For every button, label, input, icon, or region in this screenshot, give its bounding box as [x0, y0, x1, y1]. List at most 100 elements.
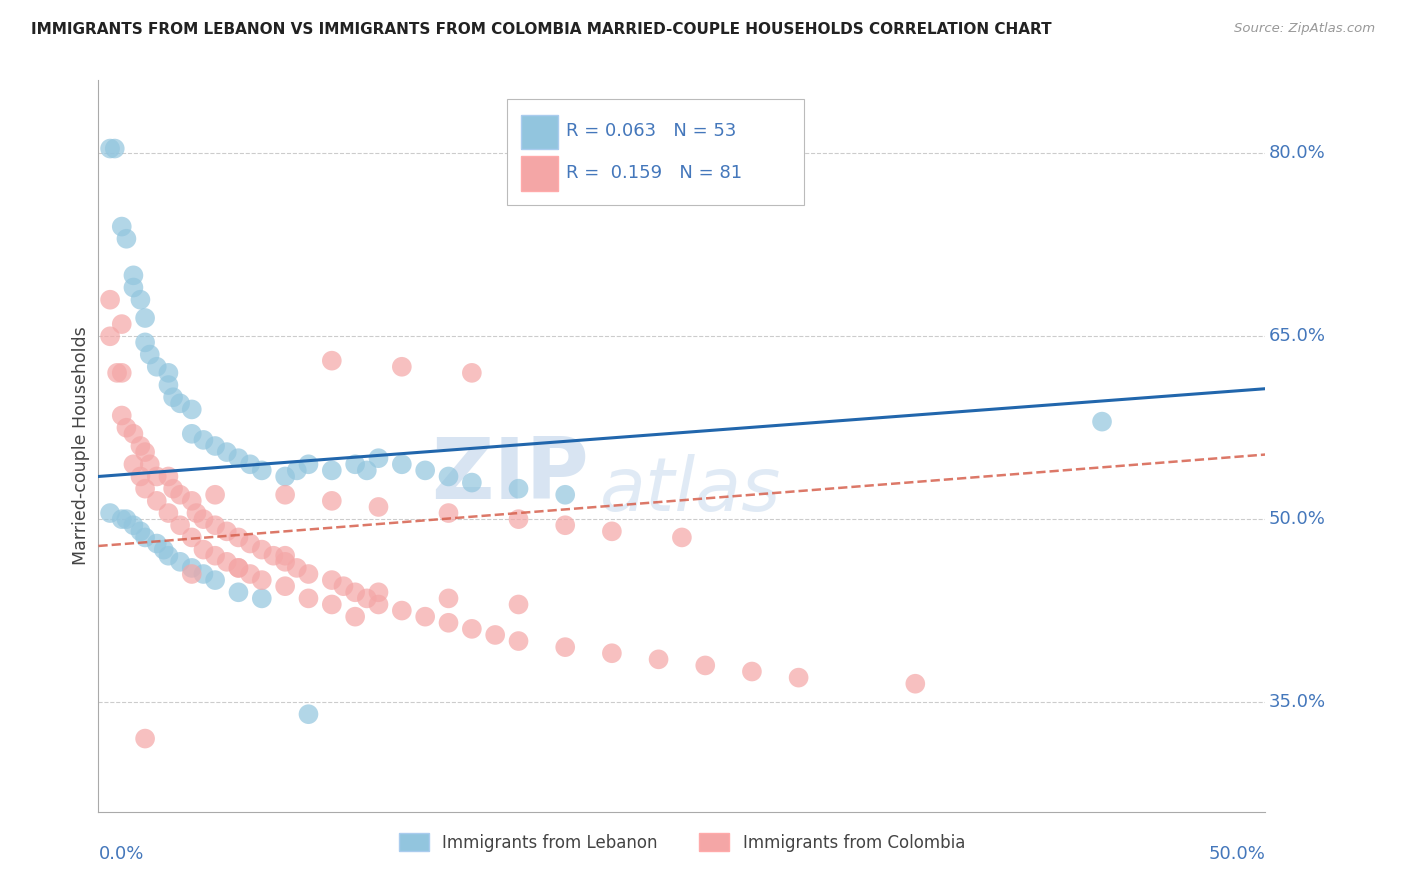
Point — [321, 353, 343, 368]
Point — [111, 409, 134, 423]
Point — [344, 585, 367, 599]
Point — [111, 366, 134, 380]
Point — [122, 518, 145, 533]
Point — [904, 676, 927, 690]
Point — [274, 555, 297, 569]
Point — [461, 622, 484, 636]
Point — [461, 366, 484, 380]
Point — [204, 573, 226, 587]
Legend: Immigrants from Lebanon, Immigrants from Colombia: Immigrants from Lebanon, Immigrants from… — [392, 826, 972, 858]
Point — [461, 475, 484, 490]
Text: 35.0%: 35.0% — [1268, 693, 1326, 711]
Point — [157, 366, 180, 380]
Point — [671, 530, 693, 544]
Point — [367, 451, 389, 466]
Point — [297, 567, 319, 582]
Text: 50.0%: 50.0% — [1209, 845, 1265, 863]
Text: atlas: atlas — [600, 454, 782, 526]
Point — [98, 142, 121, 156]
Point — [180, 402, 202, 417]
Point — [193, 512, 215, 526]
Point — [129, 293, 152, 307]
Point — [157, 549, 180, 563]
Point — [297, 707, 319, 722]
Point — [741, 665, 763, 679]
Text: R = 0.063   N = 53: R = 0.063 N = 53 — [567, 122, 737, 140]
Point — [115, 232, 138, 246]
Point — [134, 310, 156, 325]
Point — [437, 506, 460, 520]
Point — [554, 640, 576, 655]
Point — [321, 493, 343, 508]
Point — [356, 463, 378, 477]
Point — [215, 445, 238, 459]
Point — [600, 524, 623, 539]
Point — [162, 482, 184, 496]
Point — [787, 671, 810, 685]
Point — [391, 457, 413, 471]
Point — [413, 463, 436, 477]
Point — [239, 536, 262, 550]
Point — [297, 457, 319, 471]
Point — [367, 585, 389, 599]
Text: 50.0%: 50.0% — [1268, 510, 1326, 528]
Point — [647, 652, 669, 666]
Point — [508, 512, 530, 526]
Point — [321, 573, 343, 587]
Point — [484, 628, 506, 642]
Point — [111, 317, 134, 331]
Point — [228, 451, 250, 466]
Point — [162, 390, 184, 404]
Point — [98, 506, 121, 520]
Point — [139, 347, 162, 362]
Point — [105, 366, 128, 380]
Point — [274, 549, 297, 563]
Point — [413, 609, 436, 624]
Point — [204, 488, 226, 502]
Point — [695, 658, 717, 673]
Point — [274, 488, 297, 502]
Point — [367, 500, 389, 514]
FancyBboxPatch shape — [520, 156, 558, 191]
Point — [180, 561, 202, 575]
Point — [146, 536, 169, 550]
Point — [157, 506, 180, 520]
Text: Source: ZipAtlas.com: Source: ZipAtlas.com — [1234, 22, 1375, 36]
Point — [215, 555, 238, 569]
Point — [437, 591, 460, 606]
Point — [122, 268, 145, 283]
Point — [152, 542, 174, 557]
Point — [250, 573, 273, 587]
Point — [193, 567, 215, 582]
Point — [204, 549, 226, 563]
Point — [274, 469, 297, 483]
Point — [180, 530, 202, 544]
Point — [285, 561, 308, 575]
Point — [600, 646, 623, 660]
Point — [554, 518, 576, 533]
Point — [508, 634, 530, 648]
Point — [1091, 415, 1114, 429]
Point — [297, 591, 319, 606]
Text: ZIP: ZIP — [430, 434, 589, 516]
Point — [228, 561, 250, 575]
Point — [321, 463, 343, 477]
Point — [437, 469, 460, 483]
Point — [239, 457, 262, 471]
Point — [193, 542, 215, 557]
Point — [146, 359, 169, 374]
Point — [215, 524, 238, 539]
Point — [239, 567, 262, 582]
Point — [122, 457, 145, 471]
Point — [157, 378, 180, 392]
Point — [508, 482, 530, 496]
Point — [554, 488, 576, 502]
Point — [134, 731, 156, 746]
Point — [274, 579, 297, 593]
Point — [193, 433, 215, 447]
Point — [122, 426, 145, 441]
Point — [169, 518, 191, 533]
Point — [321, 598, 343, 612]
Point — [180, 426, 202, 441]
Point — [146, 469, 169, 483]
